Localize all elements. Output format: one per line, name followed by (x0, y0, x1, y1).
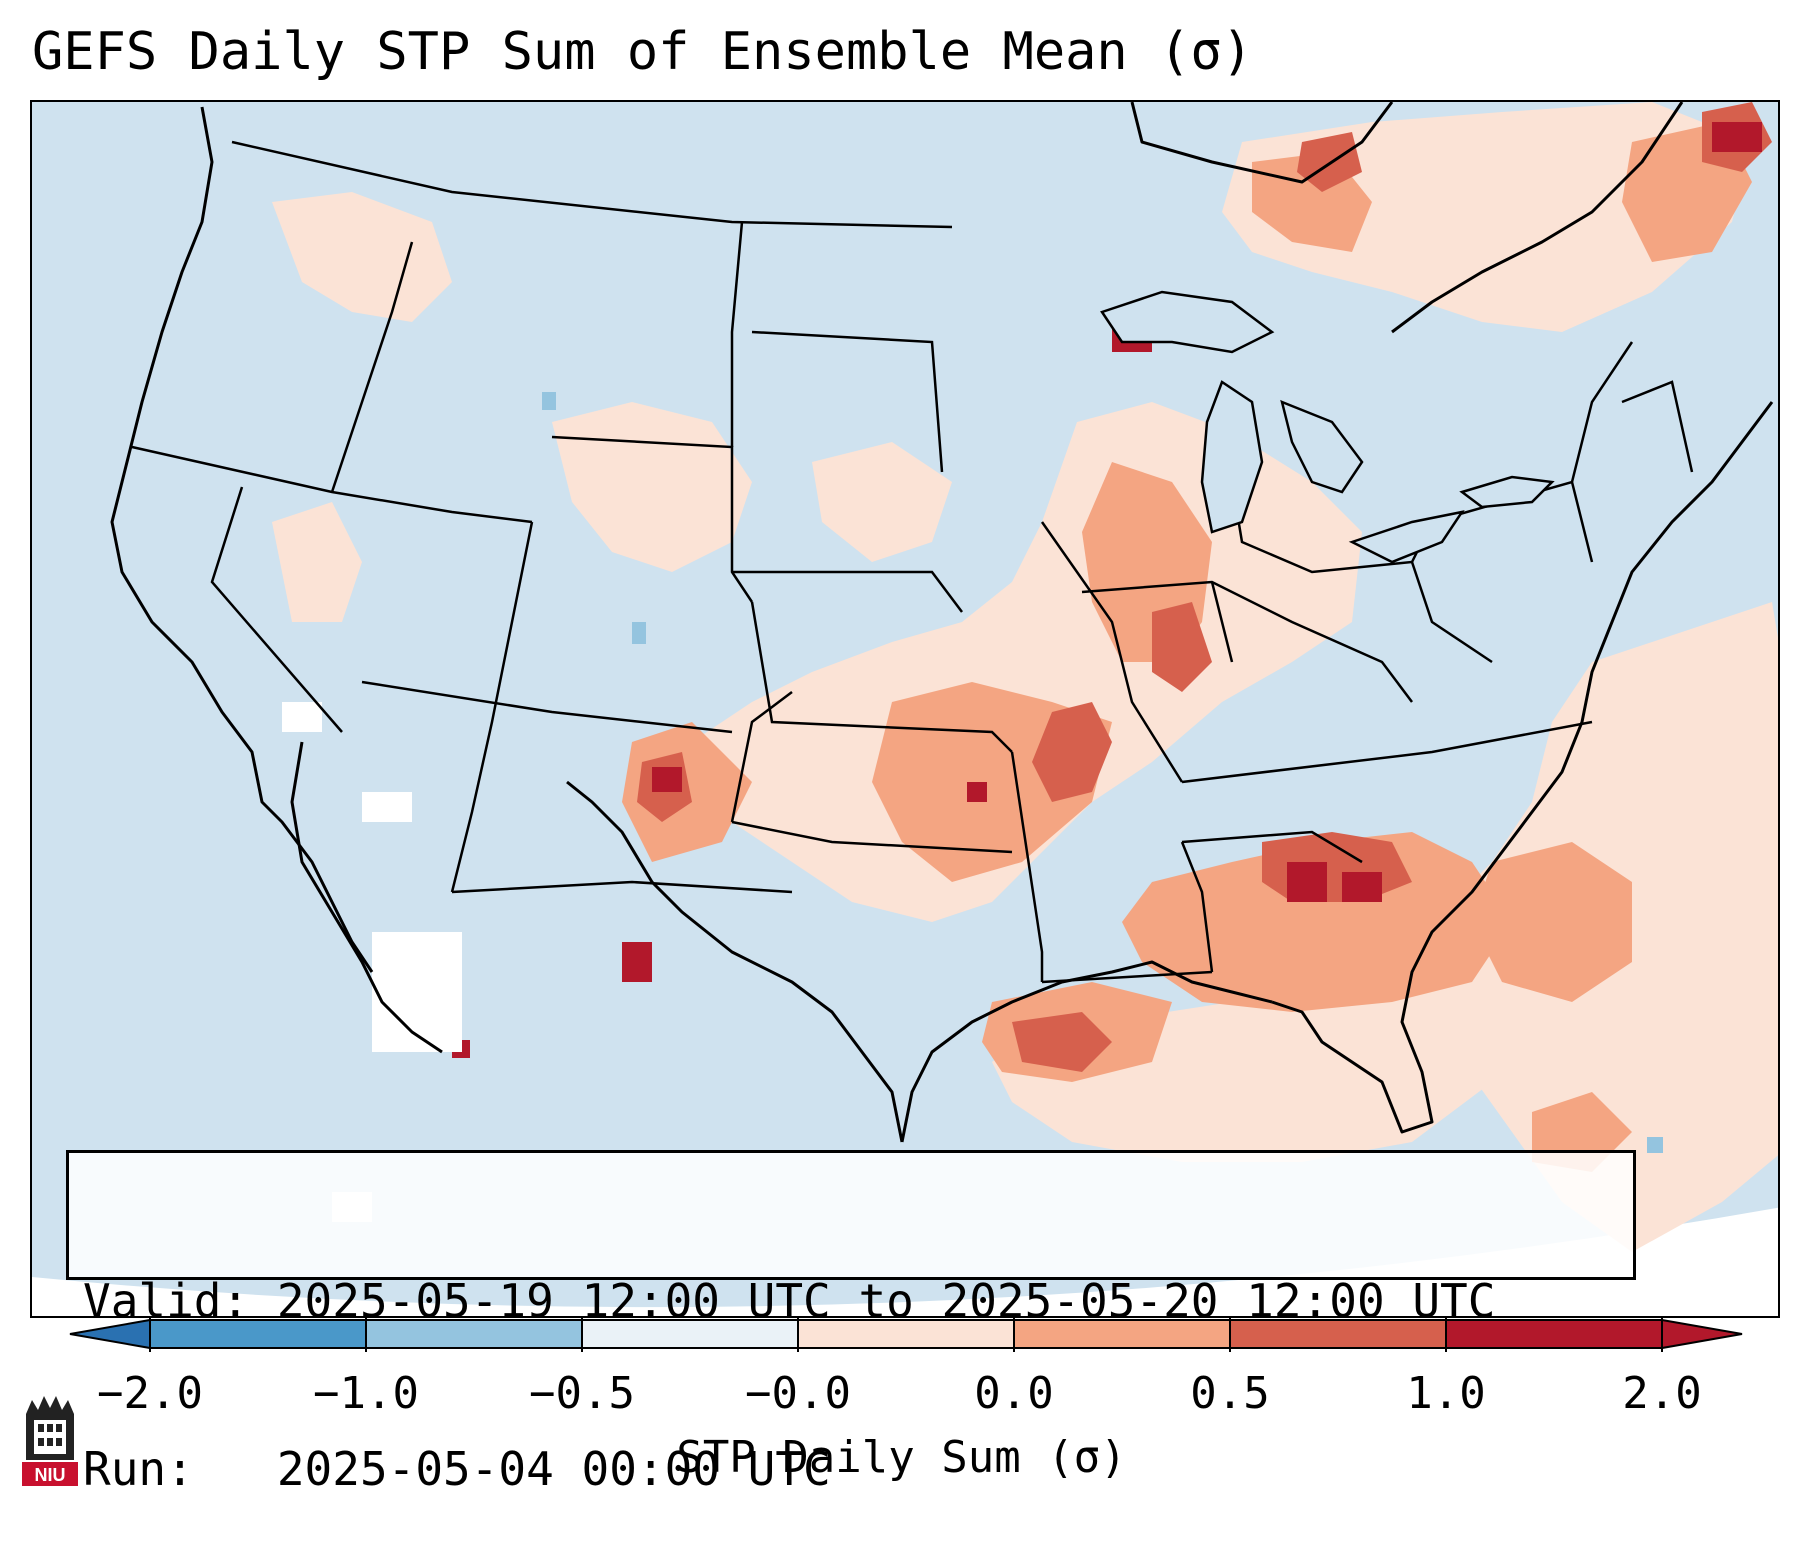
colorbar-segment (1446, 1320, 1662, 1348)
colorbar-extend-high (1661, 1318, 1743, 1350)
colorbar (69, 1316, 1743, 1352)
niu-logo-icon: NIU (22, 1396, 78, 1486)
colorbar-tick-label: −0.0 (745, 1368, 851, 1419)
colorbar-tick-label: 2.0 (1622, 1368, 1702, 1419)
logo-text: NIU (35, 1465, 66, 1485)
colorbar-segment (798, 1320, 1014, 1348)
map-panel[interactable] (30, 100, 1780, 1318)
colorbar-segment (582, 1320, 798, 1348)
state-borders (131, 140, 1694, 984)
colorbar-title: STP Daily Sum (σ) (676, 1432, 1127, 1483)
colorbar-extend-low (69, 1318, 151, 1350)
colorbar-segment (150, 1320, 366, 1348)
colorbar-segment (1014, 1320, 1230, 1348)
colorbar-segment (1230, 1320, 1446, 1348)
map-canvas (32, 102, 1778, 1308)
chart-title: GEFS Daily STP Sum of Ensemble Mean (σ) (32, 22, 1253, 82)
colorbar-tick-label: −1.0 (313, 1368, 419, 1419)
colorbar-tick-label: −0.5 (529, 1368, 635, 1419)
colorbar-tick-label: 1.0 (1406, 1368, 1486, 1419)
colorbar-tick-label: 0.0 (974, 1368, 1054, 1419)
colorbar-segment (366, 1320, 582, 1348)
colorbar-tick-label: 0.5 (1190, 1368, 1270, 1419)
coastlines (110, 102, 1774, 1143)
run-time-text: Run: 2025-05-04 00:00 UTC (83, 1442, 831, 1496)
validity-info-box: Valid: 2025-05-19 12:00 UTC to 2025-05-2… (66, 1150, 1636, 1496)
colorbar-tick-label: −2.0 (97, 1368, 203, 1419)
great-lakes (1100, 290, 1555, 564)
